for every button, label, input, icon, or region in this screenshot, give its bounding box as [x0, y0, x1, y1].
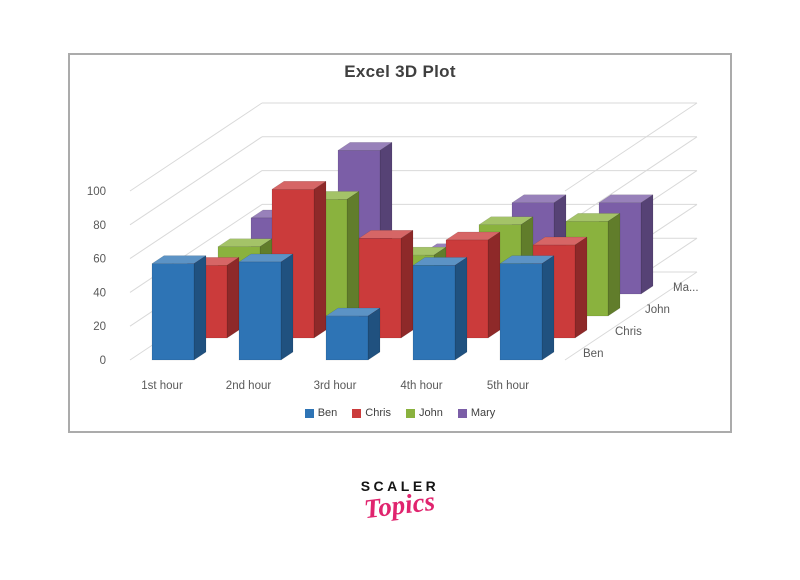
- bar-front-face: [151, 263, 195, 361]
- bar-side-face: [541, 255, 555, 361]
- y-tick-20: 20: [93, 321, 106, 333]
- bar-side-face: [193, 255, 207, 361]
- bar-front-face: [412, 265, 456, 361]
- depth-axis-label: Ma...: [673, 282, 699, 294]
- legend-label: Ben: [317, 407, 338, 419]
- bar-ben-2: [238, 253, 294, 361]
- chart-title: Excel 3D Plot: [344, 62, 456, 81]
- legend-label: John: [418, 407, 443, 419]
- logo-sub-text: Topics: [362, 485, 438, 525]
- bar-side-face: [367, 307, 381, 361]
- logo-brand-text: SCALER: [360, 478, 440, 494]
- bar-side-face: [313, 180, 327, 339]
- bar-front-face: [325, 315, 369, 361]
- bar-side-face: [487, 231, 501, 339]
- bar-side-face: [640, 194, 654, 295]
- bar-side-face: [346, 190, 360, 317]
- x-category-label: 4th hour: [400, 380, 442, 392]
- bar-ben-3: [325, 307, 381, 361]
- legend-swatch-chris: [352, 408, 362, 418]
- y-tick-0: 0: [100, 355, 106, 367]
- chart-legend: Ben Chris John Mary: [0, 407, 800, 419]
- bar-side-face: [454, 256, 468, 361]
- legend-item-mary: Mary: [457, 407, 496, 419]
- y-tick-60: 60: [93, 254, 106, 266]
- bars: [151, 141, 654, 361]
- y-tick-80: 80: [93, 220, 106, 232]
- bar-side-face: [574, 236, 588, 339]
- bar-side-face: [400, 229, 414, 339]
- legend-label: Chris: [365, 407, 391, 419]
- legend-label: Mary: [470, 407, 496, 419]
- depth-axis-label: John: [645, 304, 670, 316]
- bar-side-face: [226, 256, 240, 339]
- y-tick-100: 100: [87, 186, 106, 198]
- x-category-label: 2nd hour: [226, 380, 272, 392]
- bar-ben-4: [412, 256, 468, 361]
- bar-side-face: [607, 212, 621, 317]
- x-category-label: 3rd hour: [314, 380, 357, 392]
- gridline-80: [129, 136, 698, 226]
- legend-swatch-john: [405, 408, 415, 418]
- legend-item-ben: Ben: [304, 407, 338, 419]
- legend-swatch-ben: [304, 408, 314, 418]
- x-category-label: 1st hour: [141, 380, 183, 392]
- bar-side-face: [280, 253, 294, 361]
- bar-ben-1: [151, 255, 207, 361]
- x-category-label: 5th hour: [487, 380, 529, 392]
- legend-swatch-mary: [457, 408, 467, 418]
- depth-axis-label: Ben: [583, 348, 603, 360]
- y-tick-40: 40: [93, 287, 106, 299]
- gridline-100: [129, 102, 698, 192]
- bar-front-face: [238, 261, 282, 361]
- bar-front-face: [499, 263, 543, 361]
- legend-item-john: John: [405, 407, 443, 419]
- depth-axis-label: Chris: [615, 326, 642, 338]
- bar-ben-5: [499, 255, 555, 361]
- scaler-logo: SCALER Topics: [0, 478, 800, 524]
- legend-item-chris: Chris: [352, 407, 391, 419]
